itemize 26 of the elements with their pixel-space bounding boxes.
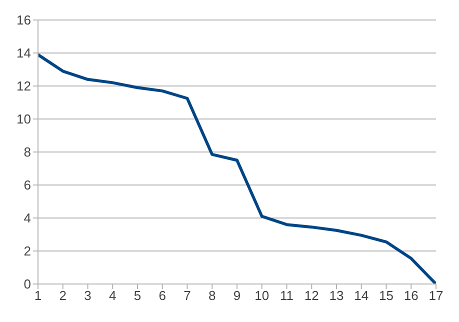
x-tick-label: 8	[208, 288, 216, 304]
x-tick-label: 4	[109, 288, 116, 304]
y-tick-label: 2	[24, 244, 31, 259]
y-tick-label: 12	[16, 78, 31, 94]
x-tick-label: 1	[34, 288, 42, 304]
y-tick-label: 0	[24, 276, 31, 292]
x-tick-label: 3	[84, 288, 92, 304]
x-tick-label: 17	[428, 288, 444, 304]
x-tick-label: 7	[184, 288, 191, 304]
y-tick-label: 14	[16, 46, 31, 61]
x-tick-label: 12	[304, 288, 319, 304]
x-tick-label: 6	[158, 288, 166, 304]
y-tick-label: 10	[16, 112, 31, 127]
x-tick-label: 11	[280, 288, 294, 304]
x-tick-label: 10	[254, 288, 270, 304]
y-tick-label: 16	[16, 12, 31, 28]
y-tick-label: 6	[24, 178, 31, 193]
x-tick-label: 15	[379, 288, 394, 304]
x-tick-label: 2	[59, 288, 66, 304]
x-tick-label: 16	[404, 288, 418, 304]
x-tick-label: 13	[329, 288, 344, 304]
y-tick-label: 8	[24, 144, 31, 160]
y-tick-label: 4	[24, 210, 31, 226]
x-tick-label: 5	[134, 288, 142, 304]
x-tick-label: 9	[233, 288, 241, 304]
x-tick-label: 14	[354, 288, 369, 304]
